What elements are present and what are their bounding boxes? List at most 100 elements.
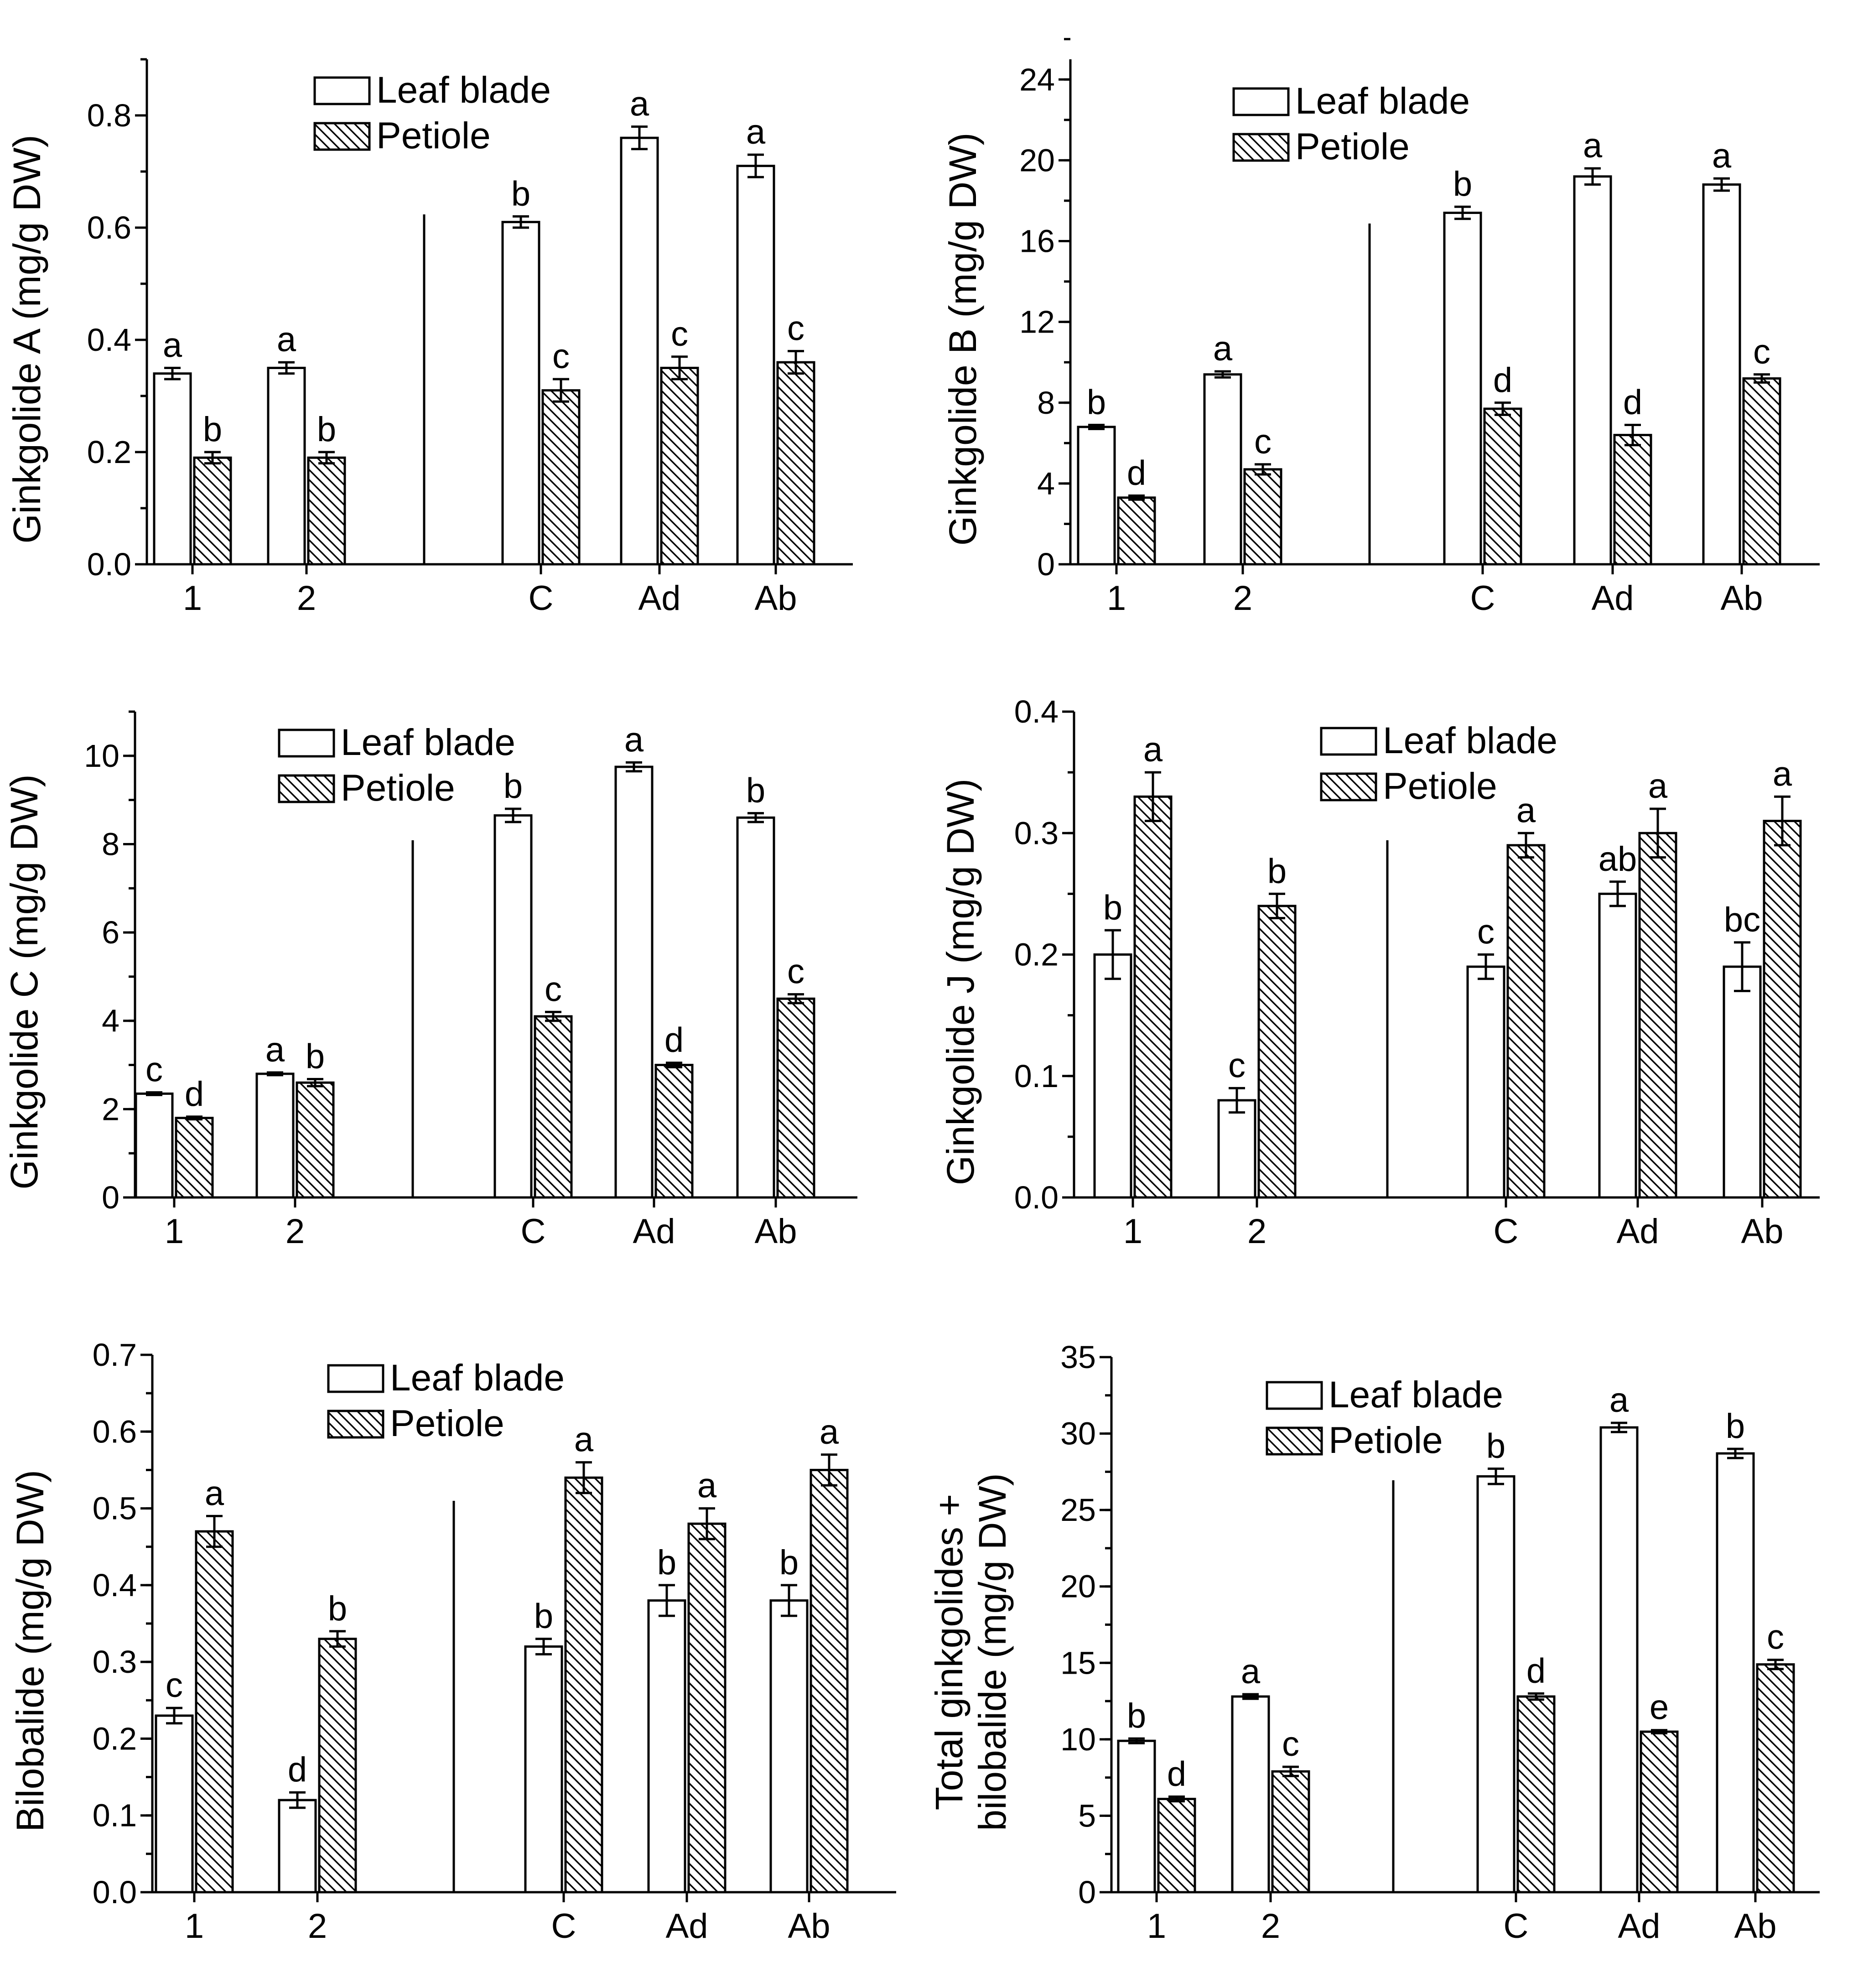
x-tick-label: C (529, 579, 554, 618)
petiole-bar-1 (1157, 1798, 1196, 1894)
petiole-bar-Ab (810, 1468, 849, 1894)
petiole-bar-Ab (1756, 1663, 1795, 1894)
legend-swatch-leaf-blade (278, 729, 335, 758)
significance-label: b (779, 1543, 799, 1582)
significance-label: b (1486, 1427, 1505, 1466)
significance-label: d (664, 1021, 684, 1060)
x-tick-label: 1 (165, 1212, 184, 1251)
legend-label: Petiole (376, 115, 491, 156)
significance-label: c (1477, 913, 1495, 952)
y-tick-label: 4 (102, 1003, 119, 1039)
legend-swatch-petiole (1320, 772, 1377, 801)
leaf-blade-bar-Ad (620, 136, 659, 566)
leaf-blade-bar-Ab (736, 816, 775, 1199)
legend-label: Petiole (1383, 765, 1497, 807)
y-tick-label: 0.7 (93, 1337, 137, 1373)
leaf-blade-bar-C (1443, 212, 1482, 566)
panel-1: 0.0 0.2 0.4 0.6 0.8 Ginkgolide A (mg/g DW) 1 a b… (5, 58, 853, 618)
x-tick-label: Ad (1617, 1212, 1659, 1251)
legend-swatch-petiole (278, 774, 335, 803)
x-tick-label: Ab (755, 1212, 797, 1251)
significance-label: a (624, 720, 644, 759)
x-tick-label: C (521, 1212, 546, 1251)
petiole-bar-2 (1271, 1770, 1310, 1894)
x-tick-label: Ab (1734, 1907, 1777, 1946)
legend-label: Leaf blade (341, 722, 515, 763)
leaf-blade-bar-2 (267, 367, 306, 566)
y-tick-label: 0.8 (87, 98, 131, 133)
y-tick-label: 0.4 (87, 322, 131, 358)
significance-label: b (306, 1037, 325, 1076)
leaf-blade-bar-2 (278, 1799, 317, 1894)
leaf-blade-bar-Ab (1716, 1452, 1755, 1894)
legend-swatch-leaf-blade (1266, 1381, 1323, 1410)
leaf-blade-bar-2 (1203, 373, 1242, 566)
leaf-blade-bar-1 (1093, 953, 1132, 1199)
leaf-blade-bar-1 (153, 372, 192, 566)
panel-5: 0.0 0.1 0.2 0.3 0.4 0.5 0.6 0.7 Bilobalide (mg/g… (9, 1337, 896, 1946)
petiole-bar-2 (318, 1638, 357, 1894)
y-tick-label: 24 (1019, 62, 1055, 97)
significance-label: b (511, 174, 530, 213)
y-tick-label: 5 (1078, 1798, 1096, 1833)
x-tick-label: 2 (1261, 1907, 1280, 1946)
x-tick-label: C (551, 1907, 576, 1946)
y-tick-label: 0.0 (1014, 1180, 1059, 1215)
significance-label: b (317, 410, 336, 449)
significance-label: a (1648, 767, 1668, 806)
significance-label: b (1453, 165, 1472, 203)
significance-label: a (1583, 126, 1603, 165)
y-tick-label: 10 (84, 738, 119, 774)
significance-label: d (1526, 1651, 1546, 1690)
petiole-bar-Ad (687, 1522, 727, 1894)
petiole-bar-C (1483, 407, 1522, 566)
leaf-blade-bar-Ad (614, 765, 654, 1199)
significance-label: c (166, 1666, 183, 1705)
significance-label: c (1767, 1618, 1784, 1657)
y-tick-label: 0.4 (1014, 694, 1059, 729)
legend-label: Leaf blade (390, 1357, 565, 1399)
significance-label: c (1753, 333, 1770, 371)
petiole-bar-2 (1257, 905, 1297, 1199)
significance-label: c (145, 1051, 163, 1089)
significance-label: a (205, 1474, 224, 1513)
leaf-blade-bar-Ad (1573, 175, 1612, 566)
legend-swatch-leaf-blade (313, 76, 371, 105)
x-tick-label: 2 (308, 1907, 327, 1946)
y-tick-label: 0.0 (93, 1874, 137, 1910)
y-tick-label: 0.1 (1014, 1058, 1059, 1094)
significance-label: e (1650, 1688, 1669, 1727)
panel-4: 0.0 0.1 0.2 0.3 0.4 Ginkgolide J (mg/g DW) 1 b a… (939, 694, 1820, 1251)
leaf-blade-bar-C (501, 221, 540, 566)
leaf-blade-bar-C (493, 814, 533, 1199)
y-axis-label: Total ginkgolides +bilobalide (mg/g DW) (928, 1473, 1014, 1831)
significance-label: bc (1724, 900, 1760, 939)
significance-label: a (1213, 329, 1233, 368)
y-tick-label: 25 (1060, 1492, 1096, 1528)
leaf-blade-bar-Ad (1598, 892, 1637, 1199)
x-tick-label: Ab (755, 579, 797, 618)
significance-label: b (1267, 852, 1287, 890)
petiole-bar-1 (1133, 795, 1173, 1199)
significance-label: ab (1599, 840, 1637, 879)
legend-swatch-petiole (1266, 1426, 1323, 1456)
significance-label: d (1167, 1755, 1186, 1794)
significance-label: c (1228, 1046, 1246, 1085)
y-tick-label: 0.6 (87, 210, 131, 245)
x-tick-label: 1 (1147, 1907, 1166, 1946)
y-axis-label: Ginkgolide C (mg/g DW) (3, 774, 46, 1189)
y-tick-label: 0.2 (1014, 937, 1059, 973)
petiole-bar-C (541, 389, 581, 566)
significance-label: c (545, 970, 562, 1009)
x-tick-label: Ab (788, 1907, 830, 1946)
petiole-bar-1 (195, 1530, 234, 1894)
y-tick-label: 6 (102, 915, 119, 950)
significance-label: b (657, 1543, 676, 1582)
petiole-bar-Ab (776, 997, 815, 1199)
significance-label: b (1726, 1407, 1745, 1446)
leaf-blade-bar-Ab (736, 165, 775, 566)
petiole-bar-C (534, 1015, 573, 1199)
y-tick-label: 0.0 (87, 546, 131, 582)
y-tick-label: 8 (102, 826, 119, 862)
legend-label: Leaf blade (1295, 80, 1470, 122)
